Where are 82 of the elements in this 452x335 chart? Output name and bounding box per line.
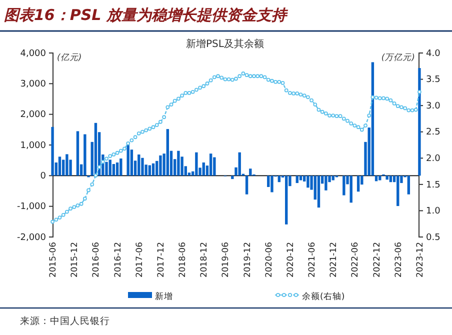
bar (148, 165, 152, 176)
y-tick-label: 1,000 (20, 140, 46, 151)
y2-tick-label: 0.5 (426, 232, 440, 243)
bar (278, 176, 281, 182)
y2-tick-label: 2.5 (426, 128, 440, 138)
bar (285, 176, 288, 224)
bar (231, 176, 234, 180)
bar (141, 158, 144, 176)
bar (418, 68, 421, 176)
y-tick-label: 4,000 (20, 48, 46, 59)
x-tick-label: 2019-06 (221, 242, 232, 278)
bar (374, 176, 378, 182)
legend-label: 新增 (155, 291, 173, 302)
bar (270, 176, 274, 192)
bar (66, 154, 68, 176)
y-tick-label: -1,000 (16, 202, 46, 212)
bar (386, 176, 388, 180)
x-tick-label: 2017-12 (156, 242, 166, 278)
bar (76, 131, 80, 176)
bar (202, 162, 205, 176)
bar (245, 176, 248, 194)
bar (84, 134, 86, 176)
y-tick-label: 0 (40, 172, 46, 182)
bar (332, 176, 334, 180)
bar (159, 155, 162, 176)
x-tick-label: 2023-06 (394, 242, 404, 278)
x-tick-label: 2016-12 (113, 242, 124, 278)
bar (195, 152, 198, 176)
bar (108, 160, 112, 176)
x-tick-label: 2017-06 (134, 242, 145, 278)
x-tick-label: 2015-12 (70, 242, 80, 278)
bar (138, 154, 140, 176)
bar (350, 176, 352, 203)
x-tick-label: 2020-06 (264, 242, 274, 278)
y2-tick-label: 1.5 (426, 180, 440, 190)
x-tick-label: 2023-12 (415, 242, 426, 278)
bar (51, 126, 54, 176)
bar (356, 176, 360, 192)
bar (58, 156, 62, 176)
bar (213, 157, 216, 176)
y2-tick-label: 3.0 (426, 101, 441, 112)
bar (317, 176, 320, 208)
bar (396, 176, 400, 206)
y-tick-label: 3,000 (20, 80, 46, 90)
x-tick-label: 2022-06 (350, 242, 361, 278)
y-axis-title: (亿元) (57, 53, 82, 63)
bar (152, 163, 155, 176)
bar (116, 162, 119, 176)
bar (166, 129, 170, 176)
bar (407, 176, 410, 194)
bar (238, 152, 241, 176)
y2-tick-label: 4.0 (426, 48, 441, 59)
bar (209, 154, 212, 176)
x-tick-label: 2021-06 (308, 242, 318, 278)
bar (306, 176, 310, 188)
bar (177, 150, 180, 176)
bar (342, 176, 346, 196)
x-tick-label: 2019-12 (242, 242, 253, 278)
chart-subtitle: 新增PSL及其余额 (186, 38, 264, 50)
y-tick-label: 2,000 (20, 110, 46, 120)
x-tick-label: 2018-12 (200, 242, 210, 278)
bar (378, 176, 382, 180)
chart-title: 图表16：PSL 放量为稳增长提供资金支持 (4, 6, 288, 24)
legend-label: 余额(右轴) (302, 291, 345, 302)
bar (249, 168, 252, 176)
x-tick-label: 2021-12 (329, 242, 340, 278)
y2-axis-title: (万亿元) (381, 53, 415, 63)
y2-tick-label: 3.5 (426, 75, 440, 86)
x-tick-label: 2022-12 (372, 242, 382, 278)
bar (120, 158, 122, 176)
x-tick-label: 2016-06 (92, 242, 102, 278)
y2-tick-label: 2.0 (426, 154, 441, 164)
x-tick-label: 2020-12 (286, 242, 296, 278)
x-tick-label: 2015-06 (48, 242, 59, 278)
y-tick-label: -2,000 (16, 232, 46, 243)
x-tick-label: 2018-06 (178, 242, 188, 278)
bar (324, 176, 328, 190)
bar (389, 176, 392, 182)
bar (299, 176, 302, 180)
bar (296, 176, 298, 184)
y2-tick-label: 1.0 (426, 206, 441, 217)
source-note: 来源：中国人民银行 (20, 315, 110, 327)
